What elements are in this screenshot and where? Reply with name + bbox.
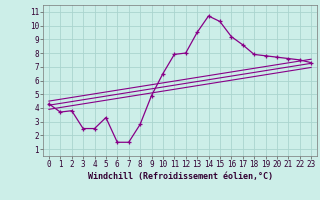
X-axis label: Windchill (Refroidissement éolien,°C): Windchill (Refroidissement éolien,°C) [87, 172, 273, 181]
